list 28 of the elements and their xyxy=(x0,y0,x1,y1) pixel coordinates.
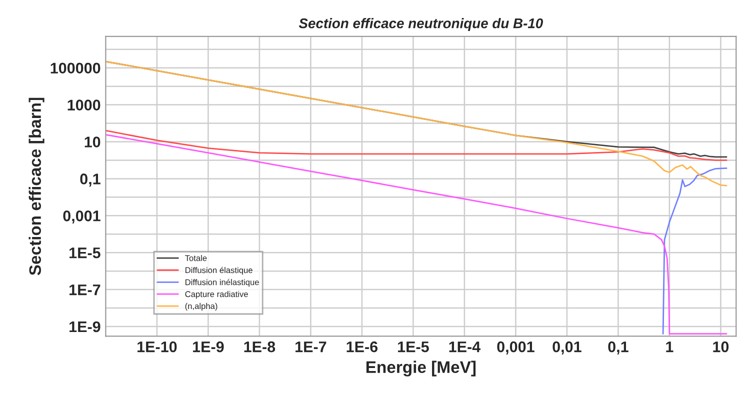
y-axis-title: Section efficace [barn] xyxy=(28,98,44,276)
x-tick-label: 1E-7 xyxy=(296,342,326,352)
y-tick-label: 1000 xyxy=(68,100,100,110)
y-tick-label: 1E-7 xyxy=(70,284,100,296)
legend-label: Diffusion inélastique xyxy=(186,278,259,287)
x-tick-label: 10 xyxy=(713,341,729,352)
y-tick-label: 10 xyxy=(84,136,100,148)
x-tick-label: 0,01 xyxy=(552,341,582,354)
x-tick-label: 1E-6 xyxy=(346,341,378,352)
y-tick-label: 1E-9 xyxy=(70,321,100,332)
x-tick-label: 1E-9 xyxy=(193,341,224,352)
x-tick-label: 1E-8 xyxy=(244,341,276,352)
x-tick-label: 1E-5 xyxy=(398,342,429,352)
x-tick-label: 0,1 xyxy=(608,341,628,354)
y-tick-label: 0,001 xyxy=(63,210,100,224)
chart-title: Section efficace neutronique du B-10 xyxy=(298,18,543,31)
x-tick-label: 1 xyxy=(666,342,674,352)
legend-label: Capture radiative xyxy=(185,290,248,299)
x-axis-title: Energie [MeV] xyxy=(366,360,476,376)
x-tick-label: 1E-4 xyxy=(449,342,481,352)
x-tick-label: 0,001 xyxy=(497,341,534,354)
legend-label: (n,alpha) xyxy=(185,302,218,311)
y-tick-label: 1E-5 xyxy=(70,248,100,258)
legend-label: Totale xyxy=(185,254,207,262)
y-tick-label: 0,1 xyxy=(80,174,100,187)
legend-label: Diffusion élastique xyxy=(186,266,252,275)
x-tick-label: 1E-10 xyxy=(138,341,177,352)
y-tick-label: 100000 xyxy=(50,62,100,74)
